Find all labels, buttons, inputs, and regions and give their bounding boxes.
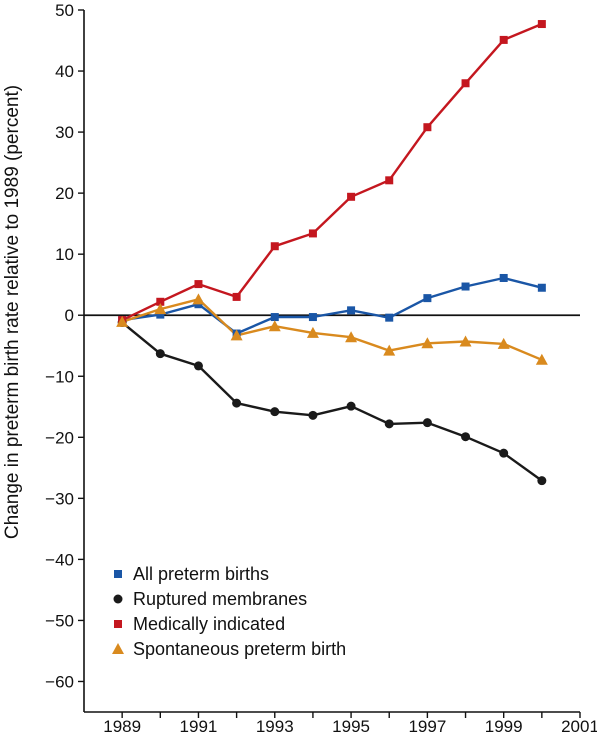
spontaneous-preterm-birth-point (421, 337, 434, 349)
spontaneous-preterm-birth-point (497, 337, 510, 349)
legend-swatch-all-preterm-births (114, 570, 122, 578)
spontaneous-preterm-birth-point (459, 335, 472, 347)
x-tick-label: 1991 (180, 717, 218, 734)
legend-swatch-spontaneous-preterm-birth (112, 643, 124, 654)
x-tick-label: 2001 (561, 717, 597, 734)
all-preterm-births-point (347, 306, 356, 315)
spontaneous-preterm-birth-point (535, 353, 548, 365)
all-preterm-births-point (461, 282, 470, 291)
medically-indicated-point (537, 20, 546, 29)
spontaneous-preterm-birth-point (154, 303, 167, 315)
y-tick-label: 50 (55, 1, 74, 20)
medically-indicated-point (156, 297, 165, 306)
legend: All preterm births Ruptured membranes Medi… (112, 564, 346, 659)
all-preterm-births-point (537, 283, 546, 292)
medically-indicated-point (232, 292, 241, 301)
medically-indicated-point (270, 242, 279, 251)
y-tick-label: −40 (45, 550, 74, 569)
legend-label-all-preterm-births: All preterm births (133, 564, 269, 584)
y-tick-label: −20 (45, 428, 74, 447)
y-tick-label: 20 (55, 184, 74, 203)
medically-indicated-point (423, 123, 432, 132)
y-tick-label: −60 (45, 672, 74, 691)
all-preterm-births-point (308, 313, 317, 322)
all-preterm-births-point (270, 313, 279, 322)
medically-indicated-point (308, 229, 317, 238)
spontaneous-preterm-birth-point (192, 293, 205, 305)
legend-swatch-ruptured-membranes (113, 594, 123, 604)
y-tick-label: −50 (45, 611, 74, 630)
ruptured-membranes-point (461, 432, 471, 442)
x-tick-label: 1995 (332, 717, 370, 734)
spontaneous-preterm-birth-point (230, 329, 243, 341)
spontaneous-preterm-birth-point (116, 315, 129, 327)
ruptured-membranes-point (270, 407, 280, 417)
medically-indicated-point (461, 79, 470, 88)
y-tick-label: 0 (65, 306, 74, 325)
medically-indicated-point (194, 280, 203, 289)
legend-swatch-medically-indicated (114, 620, 122, 628)
x-tick-label: 1999 (485, 717, 523, 734)
ruptured-membranes-point (193, 361, 203, 371)
legend-label-ruptured-membranes: Ruptured membranes (133, 589, 307, 609)
all-preterm-births-point (385, 313, 394, 322)
ruptured-membranes-point (537, 476, 547, 486)
medically-indicated-point (499, 35, 508, 44)
all-preterm-births-line (122, 276, 543, 335)
medically-indicated-point (385, 176, 394, 185)
x-tick-label: 1989 (103, 717, 141, 734)
y-tick-label: 40 (55, 62, 74, 81)
y-axis-title: Change in preterm birth rate relative to… (2, 85, 23, 539)
all-preterm-births-point (423, 294, 432, 303)
spontaneous-preterm-birth-line (121, 298, 543, 361)
legend-label-medically-indicated: Medically indicated (133, 614, 285, 634)
legend-label-spontaneous-preterm-birth: Spontaneous preterm birth (133, 639, 346, 659)
all-preterm-births-point (156, 310, 165, 319)
axes: 50 40 30 20 10 0 −10 −20 −30 −40 −50 −60 1989 1991 199… (45, 1, 597, 734)
x-tick-label: 1993 (256, 717, 294, 734)
ruptured-membranes-point (499, 448, 509, 458)
spontaneous-preterm-birth-point (306, 326, 319, 338)
ruptured-membranes-point (422, 418, 432, 428)
y-tick-label: 30 (55, 123, 74, 142)
spontaneous-preterm-birth-point (383, 344, 396, 356)
spontaneous-preterm-birth-point (268, 320, 281, 332)
spontaneous-preterm-birth-point (345, 331, 358, 343)
y-tick-label: 10 (55, 245, 74, 264)
medically-indicated-point (347, 192, 356, 201)
series-markers (116, 20, 548, 486)
medically-indicated-line (121, 22, 543, 322)
x-tick-label: 1997 (408, 717, 446, 734)
series-lines (121, 22, 543, 482)
ruptured-membranes-point (308, 410, 318, 420)
ruptured-membranes-point (232, 398, 242, 408)
y-tick-label: −10 (45, 367, 74, 386)
ruptured-membranes-point (155, 349, 165, 359)
ruptured-membranes-point (384, 419, 394, 429)
ruptured-membranes-point (346, 401, 356, 411)
y-tick-label: −30 (45, 489, 74, 508)
ruptured-membranes-line (121, 321, 543, 482)
all-preterm-births-point (499, 273, 508, 282)
